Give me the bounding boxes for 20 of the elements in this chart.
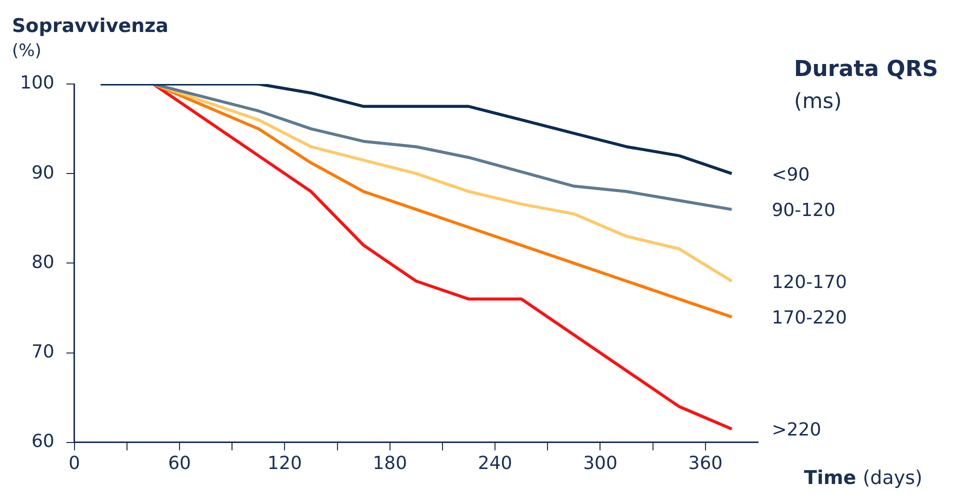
text: 90-120 — [772, 200, 836, 222]
x-tick-label: 360 — [688, 452, 723, 474]
y-tick-label: 90 — [31, 162, 54, 184]
x-tick-label: 180 — [372, 452, 408, 474]
y-tick-label: 100 — [20, 72, 54, 94]
legend-title: Durata QRS (ms) — [794, 57, 938, 113]
x-tick-label: 240 — [478, 452, 512, 474]
y-tick-label: 60 — [31, 431, 54, 452]
x-tick-label: 300 — [583, 452, 618, 474]
x-axis-title: Time (days) — [804, 467, 922, 489]
x-tick-label: 0 — [68, 452, 80, 474]
text: <90 — [772, 164, 810, 186]
x-tick-label: 120 — [268, 452, 302, 474]
text: >220 — [772, 420, 822, 441]
text: 170-220 — [772, 308, 847, 329]
y-tick-label: 80 — [31, 252, 54, 273]
x-tick-label: 60 — [168, 452, 191, 474]
text: 120-170 — [772, 272, 847, 293]
y-tick-label: 70 — [31, 341, 54, 362]
y-axis-title: Sopravvivenza (%) — [12, 15, 168, 61]
